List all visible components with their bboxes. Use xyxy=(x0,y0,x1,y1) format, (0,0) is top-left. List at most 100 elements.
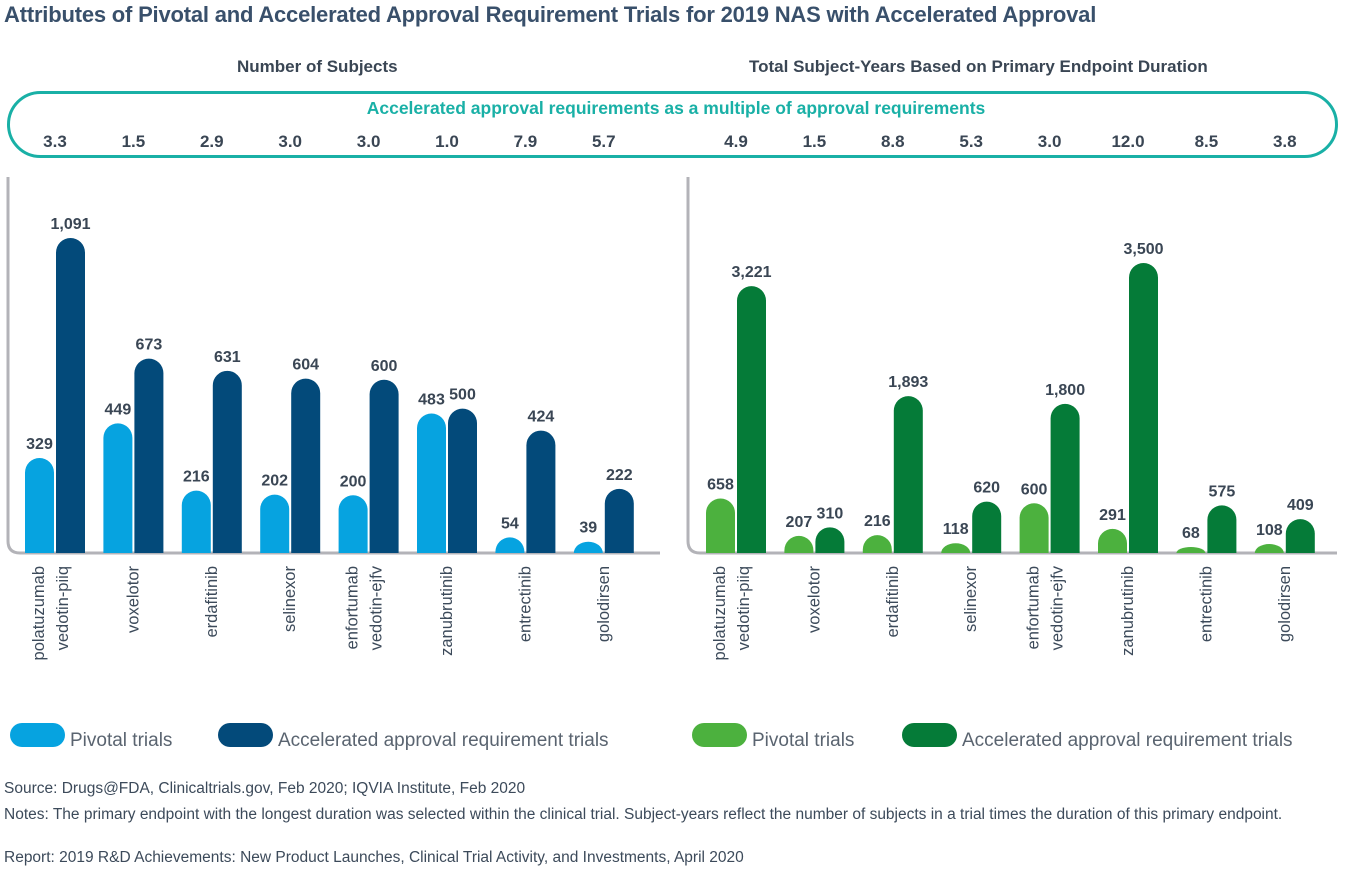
left-chart-title: Number of Subjects xyxy=(237,57,398,76)
left-bar-pivotal-entrectinib xyxy=(495,537,525,553)
multiple-heading: Accelerated approval requirements as a m… xyxy=(366,98,986,118)
left-category-enfortumab-vedotin-ejfv-line2: vedotin-ejfv xyxy=(368,565,386,650)
left-category-selinexor: selinexor xyxy=(281,566,299,633)
left-label-accelerated-enfortumab-vedotin-ejfv: 600 xyxy=(371,358,398,375)
right-label-accelerated-selinexor: 620 xyxy=(973,480,1000,497)
left-label-accelerated-selinexor: 604 xyxy=(292,357,319,374)
right-multiple-entrectinib: 8.5 xyxy=(1195,132,1219,151)
left-label-pivotal-selinexor: 202 xyxy=(261,473,288,490)
right-chart-title: Total Subject-Years Based on Primary End… xyxy=(749,57,1208,76)
right-multiple-erdafitinib: 8.8 xyxy=(881,132,905,151)
left-bar-pivotal-polatuzumab-vedotin-piiq xyxy=(25,458,54,553)
left-multiple-enfortumab-vedotin-ejfv: 3.0 xyxy=(357,132,381,151)
left-category-erdafitinib: erdafitinib xyxy=(203,566,221,638)
right-label-pivotal-voxelotor: 207 xyxy=(786,514,813,531)
left-bar-pivotal-erdafitinib xyxy=(181,490,211,553)
right-label-pivotal-golodirsen: 108 xyxy=(1256,522,1283,539)
left-bar-accelerated-polatuzumab-vedotin-piiq xyxy=(56,238,85,553)
left-multiple-entrectinib: 7.9 xyxy=(514,132,538,151)
right-label-pivotal-zanubrutinib: 291 xyxy=(1099,507,1126,524)
right-legend-label-accelerated: Accelerated approval requirement trials xyxy=(962,730,1293,751)
left-label-pivotal-golodirsen: 39 xyxy=(579,520,597,537)
right-bar-accelerated-selinexor xyxy=(972,501,1002,553)
left-legend-label-accelerated: Accelerated approval requirement trials xyxy=(278,730,609,751)
left-bar-pivotal-enfortumab-vedotin-ejfv xyxy=(338,495,368,553)
right-label-pivotal-erdafitinib: 216 xyxy=(864,513,891,530)
right-bar-pivotal-selinexor xyxy=(941,543,971,553)
left-label-accelerated-erdafitinib: 631 xyxy=(214,349,241,366)
left-bar-pivotal-golodirsen xyxy=(573,541,603,553)
right-label-pivotal-polatuzumab-vedotin-piiq: 658 xyxy=(707,476,734,493)
left-label-accelerated-zanubrutinib: 500 xyxy=(449,387,476,404)
left-category-polatuzumab-vedotin-piiq-line2: vedotin-piiq xyxy=(54,566,72,650)
left-multiple-golodirsen: 5.7 xyxy=(592,132,616,151)
right-category-golodirsen: golodirsen xyxy=(1276,566,1294,642)
left-multiple-voxelotor: 1.5 xyxy=(122,132,146,151)
left-bar-pivotal-voxelotor xyxy=(103,423,133,553)
left-legend-swatch-accelerated xyxy=(218,723,273,747)
left-label-pivotal-voxelotor: 449 xyxy=(105,401,132,418)
right-label-accelerated-erdafitinib: 1,893 xyxy=(888,374,928,391)
right-bar-accelerated-voxelotor xyxy=(815,527,845,553)
left-legend-swatch-pivotal xyxy=(10,723,65,747)
left-category-zanubrutinib: zanubrutinib xyxy=(438,566,456,656)
right-bar-pivotal-enfortumab-vedotin-ejfv xyxy=(1019,503,1049,553)
right-legend-label-pivotal: Pivotal trials xyxy=(752,730,854,751)
right-category-erdafitinib: erdafitinib xyxy=(884,566,902,638)
left-multiple-erdafitinib: 2.9 xyxy=(200,132,224,151)
right-bar-accelerated-erdafitinib xyxy=(893,396,923,553)
right-label-accelerated-golodirsen: 409 xyxy=(1287,497,1314,514)
left-bar-accelerated-selinexor xyxy=(291,378,321,553)
left-multiple-zanubrutinib: 1.0 xyxy=(435,132,459,151)
right-category-polatuzumab-vedotin-piiq-line1: polatuzumab xyxy=(711,566,729,660)
right-label-pivotal-selinexor: 118 xyxy=(943,521,969,538)
left-bar-accelerated-golodirsen xyxy=(604,488,634,553)
source-note: Source: Drugs@FDA, Clinicaltrials.gov, F… xyxy=(4,780,526,797)
right-label-pivotal-entrectinib: 68 xyxy=(1182,525,1200,542)
left-multiple-selinexor: 3.0 xyxy=(278,132,302,151)
notes: Notes: The primary endpoint with the lon… xyxy=(4,806,1283,823)
right-multiple-golodirsen: 3.8 xyxy=(1273,132,1297,151)
right-category-zanubrutinib: zanubrutinib xyxy=(1119,566,1137,656)
left-label-pivotal-zanubrutinib: 483 xyxy=(418,392,445,409)
right-category-polatuzumab-vedotin-piiq-line2: vedotin-piiq xyxy=(735,566,753,650)
right-label-pivotal-enfortumab-vedotin-ejfv: 600 xyxy=(1021,481,1048,498)
left-axis xyxy=(6,177,660,555)
right-bar-pivotal-voxelotor xyxy=(784,535,814,553)
right-label-accelerated-entrectinib: 575 xyxy=(1209,483,1236,500)
right-multiple-voxelotor: 1.5 xyxy=(803,132,827,151)
left-label-pivotal-polatuzumab-vedotin-piiq: 329 xyxy=(26,436,53,453)
right-bar-pivotal-polatuzumab-vedotin-piiq xyxy=(706,498,735,553)
left-bar-pivotal-selinexor xyxy=(260,494,290,553)
right-multiple-enfortumab-vedotin-ejfv: 3.0 xyxy=(1038,132,1062,151)
right-category-selinexor: selinexor xyxy=(962,566,980,633)
left-category-enfortumab-vedotin-ejfv-line1: enfortumab xyxy=(344,566,362,649)
right-bar-accelerated-golodirsen xyxy=(1285,519,1315,553)
left-label-accelerated-polatuzumab-vedotin-piiq: 1,091 xyxy=(50,216,90,233)
right-bar-accelerated-polatuzumab-vedotin-piiq xyxy=(737,286,766,553)
right-multiple-polatuzumab-vedotin-piiq: 4.9 xyxy=(724,132,748,151)
left-label-pivotal-erdafitinib: 216 xyxy=(183,469,210,486)
left-label-accelerated-entrectinib: 424 xyxy=(528,409,555,426)
left-bar-accelerated-enfortumab-vedotin-ejfv xyxy=(369,379,399,553)
left-label-pivotal-enfortumab-vedotin-ejfv: 200 xyxy=(340,473,367,490)
multiple-box xyxy=(7,91,1338,158)
right-bar-pivotal-zanubrutinib xyxy=(1098,528,1127,553)
left-label-pivotal-entrectinib: 54 xyxy=(501,515,519,532)
left-bar-pivotal-zanubrutinib xyxy=(417,413,446,553)
right-bar-accelerated-entrectinib xyxy=(1207,505,1237,553)
left-label-accelerated-golodirsen: 222 xyxy=(606,467,633,484)
right-category-entrectinib: entrectinib xyxy=(1197,566,1215,642)
left-bar-accelerated-zanubrutinib xyxy=(448,408,477,553)
right-bar-pivotal-golodirsen xyxy=(1254,544,1284,553)
left-category-golodirsen: golodirsen xyxy=(595,566,613,642)
right-multiple-selinexor: 5.3 xyxy=(959,132,983,151)
right-category-enfortumab-vedotin-ejfv-line2: vedotin-ejfv xyxy=(1049,565,1067,650)
right-bar-pivotal-entrectinib xyxy=(1176,547,1206,553)
left-bar-accelerated-erdafitinib xyxy=(212,370,242,553)
report-note: Report: 2019 R&D Achievements: New Produ… xyxy=(4,849,744,866)
right-category-enfortumab-vedotin-ejfv-line1: enfortumab xyxy=(1025,566,1043,649)
right-multiple-zanubrutinib: 12.0 xyxy=(1111,132,1144,151)
right-label-accelerated-zanubrutinib: 3,500 xyxy=(1123,241,1163,258)
